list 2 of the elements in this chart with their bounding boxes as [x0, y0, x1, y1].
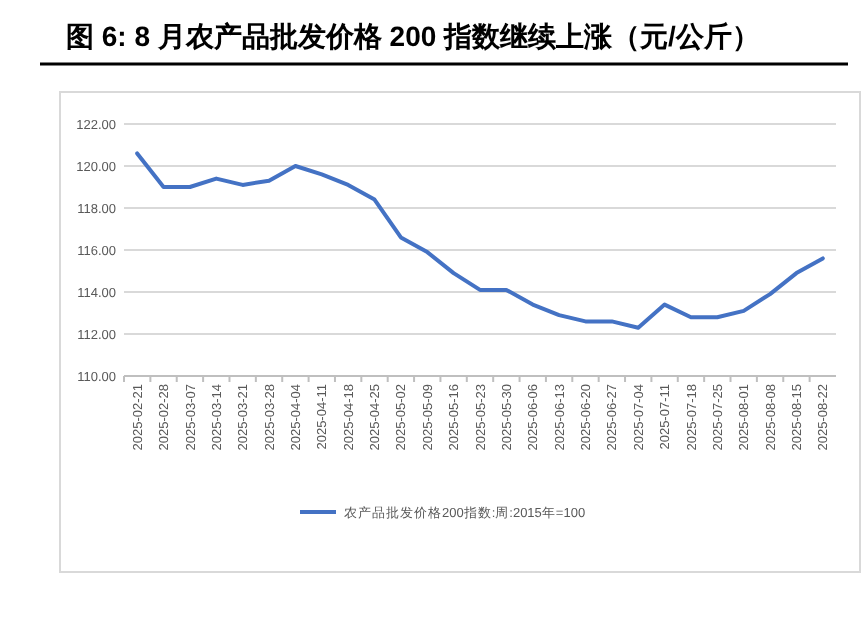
chart-title: 图 6: 8 月农产品批发价格 200 指数继续上涨（元/公斤） — [66, 20, 760, 52]
line-series — [135, 151, 825, 330]
